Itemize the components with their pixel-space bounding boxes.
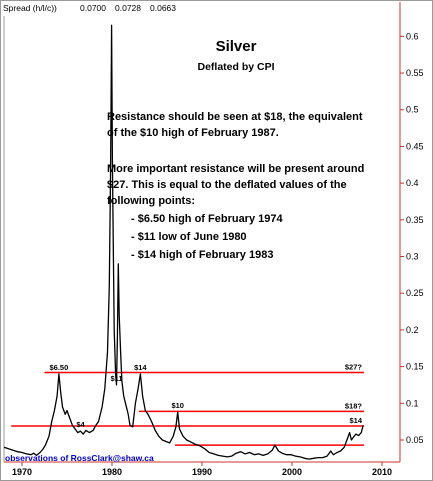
x-tick-label: 1980 — [102, 467, 122, 477]
x-tick-label: 2010 — [372, 467, 392, 477]
x-tick-label: 1970 — [12, 467, 32, 477]
chart-subtitle: Deflated by CPI — [197, 61, 274, 73]
y-axis: 0.6 0.55 0.5 0.45 0.4 0.35 0.3 0.25 0.2 0.15 0.1 0.… — [400, 31, 424, 445]
resistance-label: $14 — [349, 416, 362, 425]
price-annotation: $6.50 — [50, 363, 69, 372]
y-tick-label: 0.6 — [406, 31, 419, 41]
series-line — [3, 24, 364, 460]
y-tick-label: 0.3 — [406, 252, 419, 262]
y-tick-label: 0.45 — [406, 141, 424, 151]
price-annotation: $11 — [110, 374, 122, 383]
note-line-2: of the $10 high of February 1987. — [107, 127, 279, 139]
y-tick-label: 0.4 — [406, 178, 419, 188]
resistance-label: $27? — [345, 362, 363, 371]
header-close-value: 0.0663 — [150, 3, 176, 13]
note-line-7: - $11 low of June 1980 — [131, 231, 247, 243]
price-annotation: $4 — [76, 420, 85, 429]
x-tick-label: 2000 — [282, 467, 302, 477]
header-spread-label: Spread (h/l/c)) — [3, 3, 57, 13]
note-line-5: following points: — [107, 195, 195, 207]
price-annotation: $14 — [134, 363, 147, 372]
y-tick-label: 0.25 — [406, 288, 424, 298]
price-series — [3, 24, 364, 460]
y-tick-label: 0.55 — [406, 68, 424, 78]
y-tick-label: 0.15 — [406, 362, 424, 372]
x-axis: 1970 1980 1990 2000 2010 — [12, 462, 392, 477]
note-line-3: More important resistance will be presen… — [107, 163, 364, 175]
y-tick-label: 0.2 — [406, 325, 419, 335]
y-tick-label: 0.05 — [406, 435, 424, 445]
price-annotations: $6.50 $11 $14 $4 $10 — [50, 363, 184, 429]
price-annotation: $10 — [171, 401, 184, 410]
note-line-4: $27. This is equal to the deflated value… — [107, 179, 347, 191]
x-tick-label: 1990 — [192, 467, 212, 477]
note-line-1: Resistance should be seen at $18, the eq… — [107, 111, 363, 123]
credit-text: observations of RossClark@shaw.ca — [5, 453, 154, 463]
y-tick-label: 0.1 — [406, 398, 419, 408]
chart-title: Silver — [216, 38, 257, 55]
resistance-lines: $27? $18? $14 — [11, 362, 364, 446]
note-line-6: - $6.50 high of February 1974 — [131, 213, 283, 225]
resistance-label: $18? — [345, 401, 363, 410]
header-low-value: 0.0728 — [115, 3, 141, 13]
y-tick-label: 0.35 — [406, 215, 424, 225]
header-high-value: 0.0700 — [80, 3, 106, 13]
y-tick-label: 0.5 — [406, 105, 419, 115]
note-line-8: - $14 high of February 1983 — [131, 249, 273, 261]
